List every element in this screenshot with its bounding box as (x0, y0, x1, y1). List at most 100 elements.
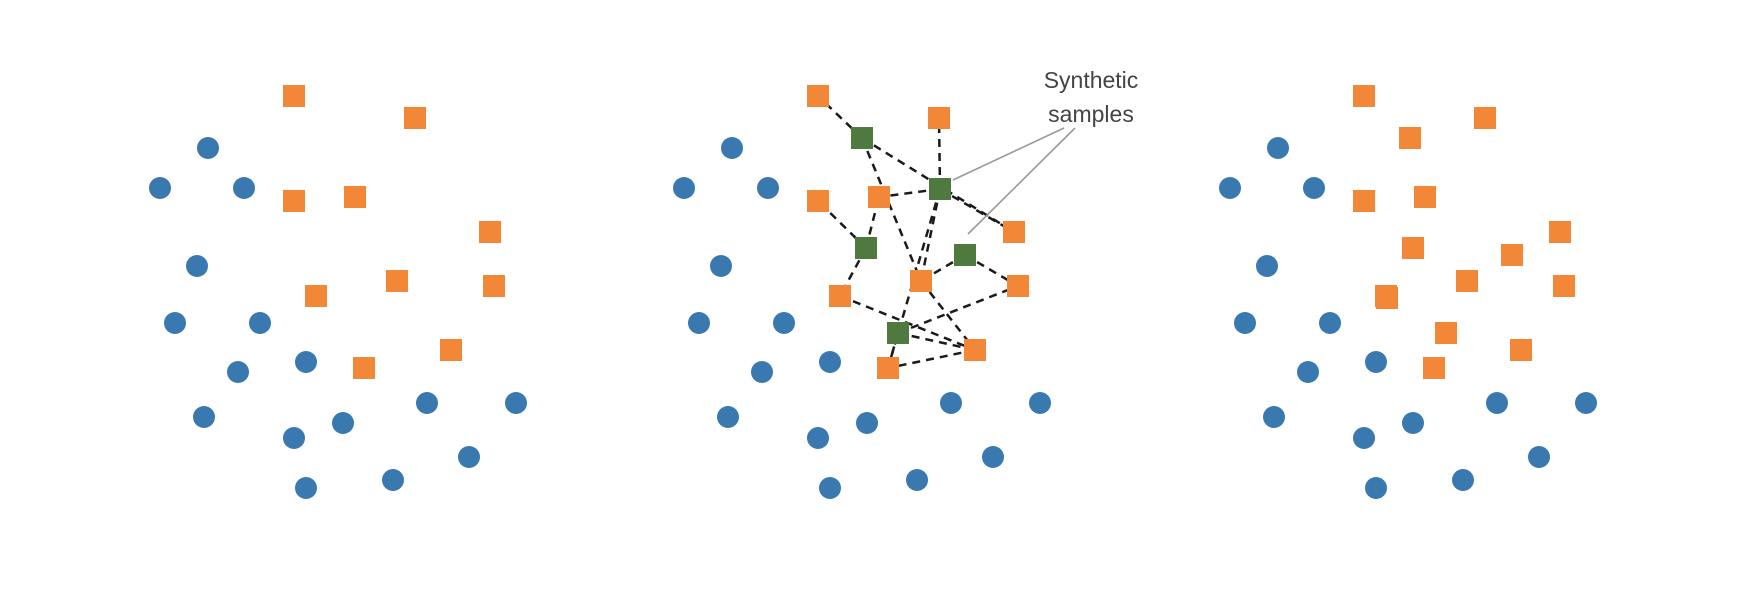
interpolation-edge (878, 187, 941, 199)
majority-point (819, 351, 841, 373)
majority-point (1365, 477, 1387, 499)
majority-point (940, 392, 962, 414)
majority-point (233, 177, 255, 199)
minority-point (1414, 186, 1436, 208)
interpolation-edge (817, 200, 867, 249)
minority-point (353, 357, 375, 379)
majority-point (416, 392, 438, 414)
interpolation-edge (887, 348, 976, 370)
majority-point (717, 406, 739, 428)
majority-point (757, 177, 779, 199)
minority-point (964, 339, 986, 361)
majority-point (164, 312, 186, 334)
panel-original (149, 85, 527, 499)
majority-point (1528, 446, 1550, 468)
majority-point (382, 469, 404, 491)
panel-oversampled (1219, 85, 1597, 499)
annotation-label-line-1: Synthetic (1044, 67, 1139, 93)
majority-point (1256, 255, 1278, 277)
oversampled-minority-point (1399, 127, 1421, 149)
minority-point (386, 270, 408, 292)
majority-point (197, 137, 219, 159)
synthetic-point (887, 322, 909, 344)
majority-point (1353, 427, 1375, 449)
majority-point (1303, 177, 1325, 199)
majority-point (721, 137, 743, 159)
synthetic-point (855, 237, 877, 259)
minority-point (1003, 221, 1025, 243)
majority-point (673, 177, 695, 199)
majority-point (295, 477, 317, 499)
minority-point (283, 85, 305, 107)
annotation-pointers (952, 127, 1076, 235)
synthetic-point (851, 127, 873, 149)
minority-point (404, 107, 426, 129)
interpolation-edge (920, 280, 976, 351)
minority-point (1353, 85, 1375, 107)
majority-point (807, 427, 829, 449)
oversampled-minority-point (1402, 237, 1424, 259)
minority-point (877, 357, 899, 379)
majority-point (458, 446, 480, 468)
majority-point (1029, 392, 1051, 414)
majority-point (186, 255, 208, 277)
minority-point (1007, 275, 1029, 297)
minority-point (440, 339, 462, 361)
interpolation-edge (937, 117, 942, 190)
minority-point (928, 107, 950, 129)
annotation-pointer-line (952, 127, 1065, 181)
annotation-label-line-2: samples (1048, 101, 1134, 127)
majority-point (1219, 177, 1241, 199)
panel-2-points (673, 85, 1051, 499)
majority-point (906, 469, 928, 491)
majority-point (295, 351, 317, 373)
majority-point (1267, 137, 1289, 159)
minority-point (1474, 107, 1496, 129)
majority-point (1402, 412, 1424, 434)
minority-point (829, 285, 851, 307)
majority-point (751, 361, 773, 383)
majority-point (332, 412, 354, 434)
annotation-pointer-line (967, 127, 1076, 235)
majority-point (249, 312, 271, 334)
majority-point (982, 446, 1004, 468)
oversampled-minority-point (1435, 322, 1457, 344)
majority-point (688, 312, 710, 334)
interpolation-edge (817, 95, 863, 139)
synthetic-point (929, 178, 951, 200)
majority-point (149, 177, 171, 199)
majority-point (1263, 406, 1285, 428)
minority-point (1510, 339, 1532, 361)
interpolation-edge (939, 187, 1015, 234)
majority-point (1365, 351, 1387, 373)
panel-smote-interpolation: Synthetic samples (673, 67, 1138, 499)
minority-point (1423, 357, 1445, 379)
majority-point (1452, 469, 1474, 491)
minority-point (807, 85, 829, 107)
majority-point (1297, 361, 1319, 383)
interpolation-edge (860, 137, 923, 282)
minority-point (1456, 270, 1478, 292)
interpolation-edge (964, 253, 1019, 288)
oversampled-minority-point (1501, 244, 1523, 266)
oversampled-minority-point (1376, 287, 1398, 309)
minority-point (1549, 221, 1571, 243)
minority-point (1353, 190, 1375, 212)
majority-point (227, 361, 249, 383)
majority-point (819, 477, 841, 499)
minority-point (1553, 275, 1575, 297)
majority-point (193, 406, 215, 428)
interpolation-edge (897, 284, 1019, 335)
minority-point (305, 285, 327, 307)
majority-point (283, 427, 305, 449)
minority-point (910, 270, 932, 292)
minority-point (344, 186, 366, 208)
minority-point (807, 190, 829, 212)
majority-point (710, 255, 732, 277)
majority-point (856, 412, 878, 434)
minority-point (868, 186, 890, 208)
majority-point (1575, 392, 1597, 414)
majority-point (505, 392, 527, 414)
minority-point (283, 190, 305, 212)
